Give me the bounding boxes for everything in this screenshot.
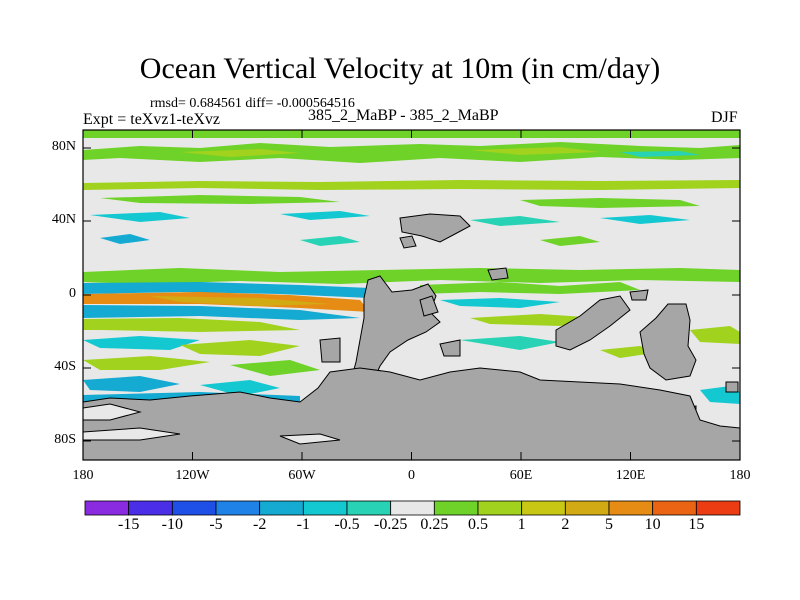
field-patch [300, 236, 360, 246]
colorbar-label: 15 [688, 516, 705, 533]
field-patch [600, 215, 690, 224]
field-patch [150, 296, 330, 306]
colorbar-label: -10 [161, 516, 183, 533]
field-patch [83, 318, 300, 332]
land-mass [399, 213, 471, 243]
map-axis-ticks [82, 130, 741, 460]
field-patch [83, 305, 360, 320]
land-mass [487, 267, 509, 281]
colorbar-label: 2 [561, 516, 570, 533]
field-patch [180, 149, 300, 157]
colorbar-label: -5 [209, 516, 223, 533]
ice-shelf [83, 427, 181, 441]
colorbar-swatch [433, 500, 479, 516]
land-mass [319, 337, 341, 363]
colorbar-swatch [215, 500, 261, 516]
land-mass [83, 367, 740, 460]
colorbar-label: 1 [517, 516, 526, 533]
colorbar-swatch [695, 500, 741, 516]
comparison-label: 385_2_MaBP - 385_2_MaBP [308, 107, 499, 124]
field-patch [690, 326, 740, 344]
colorbar-swatch [302, 500, 348, 516]
land-mass [629, 289, 649, 301]
colorbar-swatch [521, 500, 566, 516]
field-patch [520, 198, 700, 208]
land-mass [555, 295, 631, 351]
field-patch [100, 234, 150, 244]
colorbar-label: 5 [605, 516, 613, 533]
x-tick-label: 60E [509, 468, 533, 483]
colorbar-label: -0.5 [334, 516, 360, 533]
colorbar-swatch [608, 500, 654, 516]
field-patch [230, 360, 320, 376]
x-tick-label: 0 [408, 468, 415, 483]
y-tick-label: 80N [51, 139, 76, 154]
map-plot-area [83, 130, 740, 460]
field-patch [540, 236, 600, 246]
field-patch [470, 147, 600, 155]
x-tick-label: 180 [729, 468, 751, 483]
field-patch [83, 180, 740, 190]
y-tick-label: 40N [51, 212, 76, 227]
x-tick-label: 120W [175, 468, 210, 483]
land-mass [639, 303, 697, 381]
y-tick-label: 0 [69, 286, 76, 301]
x-tick-label: 60W [288, 468, 316, 483]
colorbar-swatch [477, 500, 523, 516]
field-patch [470, 216, 560, 226]
field-patch [83, 336, 200, 350]
field-patch [460, 336, 560, 350]
colorbar-label: -0.25 [373, 516, 408, 533]
colorbar-swatch [84, 500, 130, 516]
colorbar-swatch [390, 500, 435, 516]
colorbar-label: -15 [117, 516, 140, 533]
field-patch [200, 380, 280, 396]
field-patch [440, 298, 560, 308]
colorbar-swatch [171, 500, 217, 516]
field-patch [280, 211, 370, 220]
field-patch [83, 268, 740, 284]
colorbar [84, 500, 741, 516]
colorbar-swatch [652, 500, 697, 516]
ice-shelf [83, 403, 142, 421]
land-mass [725, 381, 739, 393]
land-mass [399, 235, 417, 249]
field-patch [83, 142, 740, 163]
colorbar-label: -1 [296, 516, 310, 533]
field-patch [83, 376, 180, 392]
colorbar-swatch [564, 500, 610, 516]
figure-title: Ocean Vertical Velocity at 10m (in cm/da… [139, 52, 661, 85]
field-patch [83, 356, 210, 370]
land-mass [349, 275, 441, 385]
x-tick-label: 120E [615, 468, 646, 483]
colorbar-swatch [128, 500, 173, 516]
colorbar-label: -2 [252, 516, 267, 533]
colorbar-swatch [346, 500, 392, 516]
colorbar-swatch [259, 500, 304, 516]
ice-shelf [279, 433, 341, 445]
field-patch [90, 212, 190, 222]
y-tick-label: 80S [54, 432, 76, 447]
season-label: DJF [711, 109, 738, 126]
field-patch [100, 195, 340, 204]
field-patch [180, 340, 300, 356]
field-patch [420, 282, 640, 294]
colorbar-label: 10 [644, 516, 661, 533]
stats-text: rmsd= 0.684561 diff= -0.000564516 [150, 96, 355, 111]
colorbar-label: 0.5 [468, 516, 488, 533]
experiment-label: Expt = teXvz1-teXvz [83, 111, 220, 128]
y-tick-label: 40S [54, 359, 76, 374]
land-mass [419, 295, 439, 317]
x-tick-label: 180 [72, 468, 94, 483]
field-patch [620, 151, 700, 157]
land-mass [439, 339, 461, 357]
colorbar-label: 0.25 [420, 516, 449, 533]
field-patch [83, 282, 370, 298]
